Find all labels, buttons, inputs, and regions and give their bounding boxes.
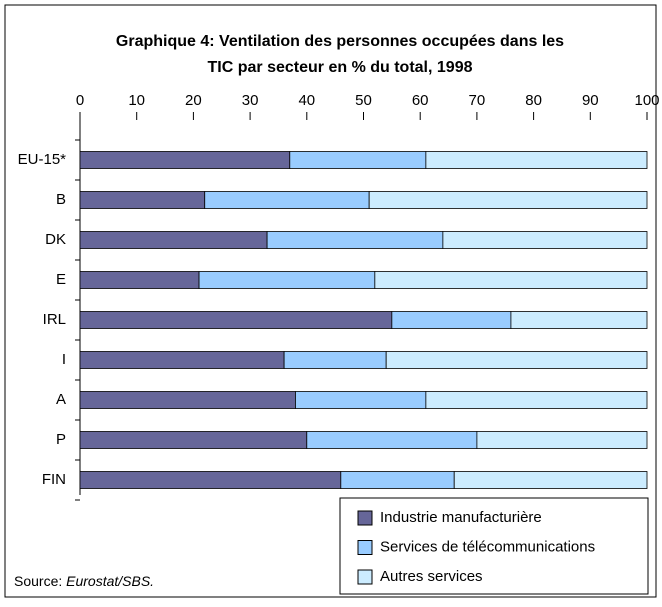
y-tick-label: E: [56, 271, 66, 288]
bar-segment: [295, 391, 427, 409]
y-tick-label: EU-15*: [18, 151, 67, 168]
bar-segment: [340, 471, 455, 489]
chart-title: Graphique 4: Ventilation des personnes o…: [116, 33, 564, 50]
bar-segment: [79, 471, 342, 489]
y-tick-label: B: [56, 191, 66, 208]
bar-segment: [425, 391, 648, 409]
bar-segment: [79, 351, 285, 369]
bar-segment: [79, 391, 296, 409]
x-tick-label: 0: [76, 92, 84, 109]
x-tick-label: 40: [298, 92, 315, 109]
legend-swatch: [357, 510, 373, 526]
bar-segment: [79, 431, 308, 449]
x-tick-label: 90: [582, 92, 599, 109]
legend-swatch: [357, 569, 373, 585]
y-tick-label: DK: [45, 231, 66, 248]
legend-box: [339, 497, 649, 595]
x-tick-label: 20: [185, 92, 202, 109]
x-tick-label: 80: [525, 92, 542, 109]
bar-segment: [266, 231, 444, 249]
bar-segment: [368, 191, 648, 209]
bar-segment: [385, 351, 648, 369]
bar-segment: [204, 191, 370, 209]
source-name: Eurostat/SBS.: [66, 573, 154, 589]
bar-segment: [510, 311, 648, 329]
bar-segment: [79, 311, 393, 329]
bar-segment: [442, 231, 648, 249]
bar-segment: [79, 191, 206, 209]
y-tick-label: FIN: [42, 471, 66, 488]
y-tick-label: IRL: [43, 311, 66, 328]
bar-segment: [79, 151, 291, 169]
bar-segment: [476, 431, 648, 449]
legend-label: Industrie manufacturière: [380, 509, 542, 526]
legend-label: Autres services: [380, 568, 483, 585]
x-tick-label: 70: [469, 92, 486, 109]
x-tick-label: 10: [128, 92, 145, 109]
bar-segment: [79, 231, 268, 249]
bar-segment: [306, 431, 478, 449]
y-tick-label: I: [62, 351, 66, 368]
bar-segment: [453, 471, 648, 489]
bar-segment: [79, 271, 200, 289]
bar-segment: [289, 151, 427, 169]
legend-swatch: [357, 540, 373, 555]
bar-segment: [425, 151, 648, 169]
bar-segment: [374, 271, 648, 289]
y-tick-label: P: [56, 431, 66, 448]
source: Source: Eurostat/SBS.: [14, 573, 154, 589]
bar-segment: [283, 351, 387, 369]
legend-label: Services de télécommunications: [380, 538, 595, 555]
y-tick-label: A: [56, 391, 66, 408]
x-tick-label: 30: [242, 92, 259, 109]
bar-segment: [198, 271, 376, 289]
bar-segment: [391, 311, 512, 329]
x-tick-label: 100: [634, 92, 659, 109]
source-label: Source:: [14, 573, 62, 589]
chart-title: TIC par secteur en % du total, 1998: [208, 59, 473, 76]
x-tick-label: 60: [412, 92, 429, 109]
x-tick-label: 50: [355, 92, 372, 109]
